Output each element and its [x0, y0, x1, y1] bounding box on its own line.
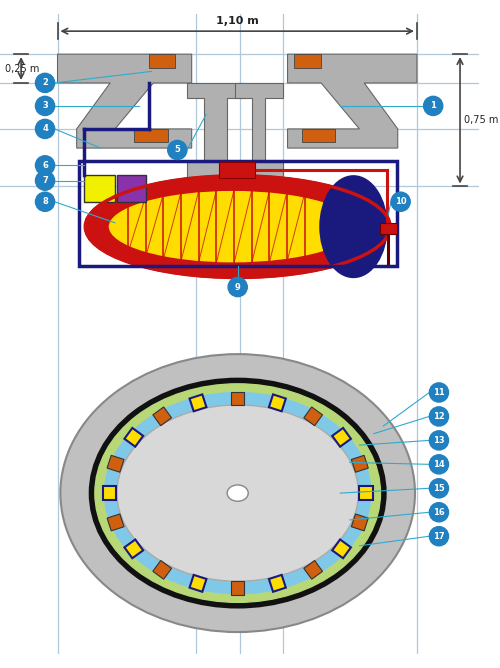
Circle shape	[36, 192, 54, 211]
Text: 10: 10	[395, 197, 406, 206]
Ellipse shape	[320, 176, 387, 277]
Text: 2: 2	[42, 78, 48, 88]
Polygon shape	[187, 83, 244, 177]
Bar	[124, 428, 143, 447]
Bar	[190, 575, 206, 592]
Bar	[352, 514, 368, 531]
Bar	[107, 456, 124, 472]
Ellipse shape	[227, 485, 248, 501]
Ellipse shape	[117, 405, 358, 581]
Ellipse shape	[86, 176, 390, 277]
Circle shape	[430, 455, 448, 474]
Circle shape	[36, 171, 54, 190]
Bar	[231, 581, 244, 595]
Bar	[304, 560, 322, 579]
Ellipse shape	[104, 393, 371, 594]
Text: 6: 6	[42, 161, 48, 170]
Bar	[231, 391, 244, 405]
Bar	[190, 394, 206, 411]
Bar	[218, 162, 255, 178]
Text: 15: 15	[433, 484, 445, 493]
Text: 9: 9	[235, 283, 240, 291]
Circle shape	[430, 479, 448, 498]
Circle shape	[430, 503, 448, 522]
Bar	[294, 54, 321, 67]
Bar	[153, 407, 172, 426]
Text: 4: 4	[42, 124, 48, 134]
Ellipse shape	[95, 384, 380, 603]
Bar	[124, 540, 143, 558]
Bar	[269, 575, 286, 592]
Bar	[102, 486, 116, 500]
Ellipse shape	[60, 354, 415, 632]
Text: 13: 13	[433, 436, 445, 445]
Bar	[304, 407, 322, 426]
Polygon shape	[235, 83, 282, 177]
Ellipse shape	[108, 190, 358, 263]
Bar	[360, 486, 373, 500]
Polygon shape	[288, 54, 417, 148]
Circle shape	[36, 156, 54, 175]
Circle shape	[430, 526, 448, 546]
Bar	[352, 456, 368, 472]
Circle shape	[430, 383, 448, 402]
Bar	[153, 560, 172, 579]
Bar	[332, 540, 351, 558]
Bar	[78, 160, 397, 266]
Circle shape	[36, 96, 54, 116]
Circle shape	[430, 431, 448, 450]
Bar	[117, 175, 145, 202]
Text: 16: 16	[433, 508, 445, 517]
Circle shape	[36, 73, 54, 92]
Text: 14: 14	[433, 460, 445, 469]
Text: 17: 17	[433, 532, 445, 540]
Text: 11: 11	[433, 388, 445, 397]
Bar	[269, 394, 286, 411]
Circle shape	[430, 407, 448, 426]
Bar	[84, 175, 115, 202]
Circle shape	[168, 140, 187, 160]
Text: 3: 3	[42, 102, 48, 110]
Text: 8: 8	[42, 197, 48, 206]
Polygon shape	[58, 54, 192, 148]
Circle shape	[228, 277, 248, 297]
Bar	[148, 54, 176, 67]
Text: 1,10 m: 1,10 m	[216, 16, 259, 26]
Ellipse shape	[90, 379, 386, 607]
Text: 1: 1	[430, 102, 436, 110]
Bar	[302, 129, 336, 142]
Text: 12: 12	[433, 412, 445, 421]
Text: 5: 5	[174, 146, 180, 154]
Text: 0,75 m: 0,75 m	[464, 116, 498, 126]
Circle shape	[36, 120, 54, 138]
Circle shape	[424, 96, 443, 116]
Bar	[380, 223, 397, 234]
Bar	[332, 428, 351, 447]
Circle shape	[391, 192, 410, 211]
Text: 0,25 m: 0,25 m	[5, 63, 39, 73]
Bar	[107, 514, 124, 531]
Text: 7: 7	[42, 176, 48, 185]
Bar	[134, 129, 168, 142]
